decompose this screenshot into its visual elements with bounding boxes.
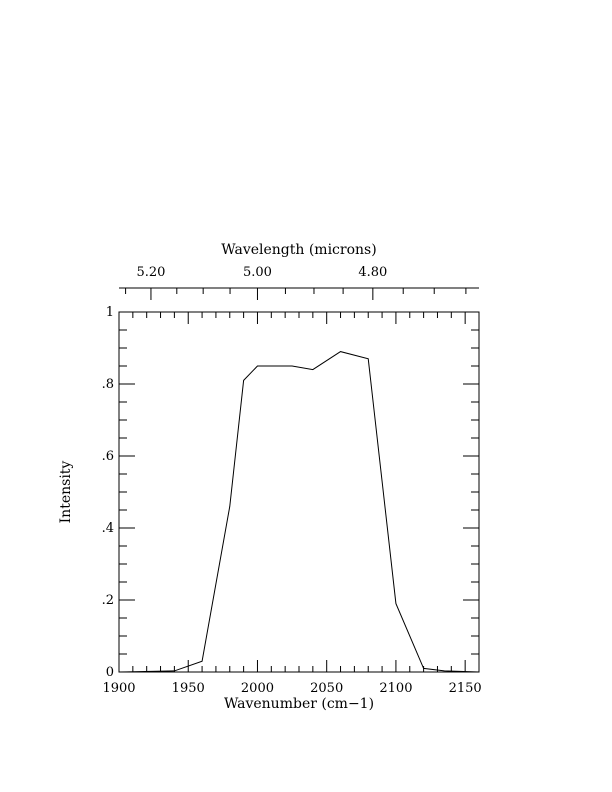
x-axis-title: Wavenumber (cm−1) xyxy=(224,696,374,712)
y-tick-label: .2 xyxy=(102,593,114,608)
top-tick-label: 5.00 xyxy=(243,265,272,280)
plot-frame xyxy=(118,311,480,673)
y-tick-label: .8 xyxy=(102,377,114,392)
top-axis-title: Wavelength (microns) xyxy=(221,242,376,258)
x-tick-label: 2150 xyxy=(449,681,482,696)
x-tick-label: 2100 xyxy=(379,681,412,696)
series-line xyxy=(118,351,480,673)
top-tick-label: 4.80 xyxy=(358,265,387,280)
x-tick-label: 1950 xyxy=(172,681,205,696)
tick-marks xyxy=(118,288,480,673)
top-tick-label: 5.20 xyxy=(136,265,165,280)
y-tick-label: 0 xyxy=(106,665,114,680)
y-axis-title: Intensity xyxy=(58,461,74,524)
tick-labels: 1900 1950 2000 2050 2100 2150 0 .2 .4 .6 .8 1 5.20 5.… xyxy=(102,265,482,696)
y-tick-label: .6 xyxy=(102,449,114,464)
y-tick-label: 1 xyxy=(106,305,114,320)
x-tick-label: 1900 xyxy=(102,681,135,696)
x-tick-label: 2000 xyxy=(241,681,274,696)
y-tick-label: .4 xyxy=(102,521,114,536)
x-tick-label: 2050 xyxy=(310,681,343,696)
